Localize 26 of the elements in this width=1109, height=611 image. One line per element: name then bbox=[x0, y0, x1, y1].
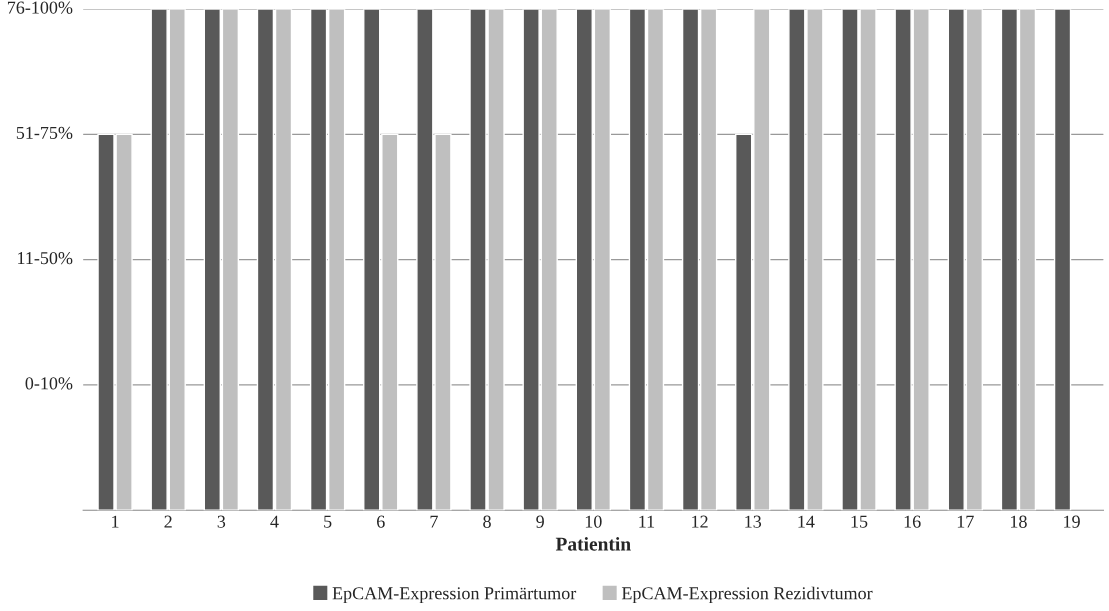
x-tick-label: 10 bbox=[585, 515, 602, 528]
x-tick-label: 9 bbox=[536, 515, 544, 528]
x-axis-title: Patientin bbox=[555, 536, 631, 551]
text: 11-50% bbox=[18, 252, 73, 265]
x-tick-label: 18 bbox=[1010, 515, 1027, 528]
x-tick-label: 12 bbox=[692, 515, 708, 528]
x-tick-label: 11 bbox=[639, 515, 655, 528]
x-tick-label: 8 bbox=[483, 515, 491, 528]
x-tick-label: 19 bbox=[1064, 515, 1080, 528]
text: 0-10% bbox=[25, 377, 73, 390]
x-tick-label: 4 bbox=[270, 515, 279, 528]
x-tick-label: 17 bbox=[957, 515, 974, 528]
legend-label: EpCAM-Expression Primärtumor bbox=[332, 587, 577, 604]
x-tick-label: 6 bbox=[377, 515, 385, 528]
legend-label: EpCAM-Expression Rezidivtumor bbox=[621, 586, 873, 604]
x-tick-label: 3 bbox=[217, 515, 226, 528]
text: 51-75% bbox=[16, 126, 73, 139]
x-tick-label: 5 bbox=[324, 515, 332, 528]
x-tick-label: 14 bbox=[798, 515, 815, 528]
x-tick-label: 13 bbox=[745, 515, 762, 528]
x-tick-label: 15 bbox=[851, 515, 868, 528]
x-tick-label: 7 bbox=[430, 515, 438, 528]
x-tick-label: 2 bbox=[164, 515, 172, 528]
x-tick-label: 16 bbox=[904, 515, 921, 528]
text: 76-100% bbox=[7, 1, 73, 14]
x-tick-label: 1 bbox=[112, 515, 119, 528]
